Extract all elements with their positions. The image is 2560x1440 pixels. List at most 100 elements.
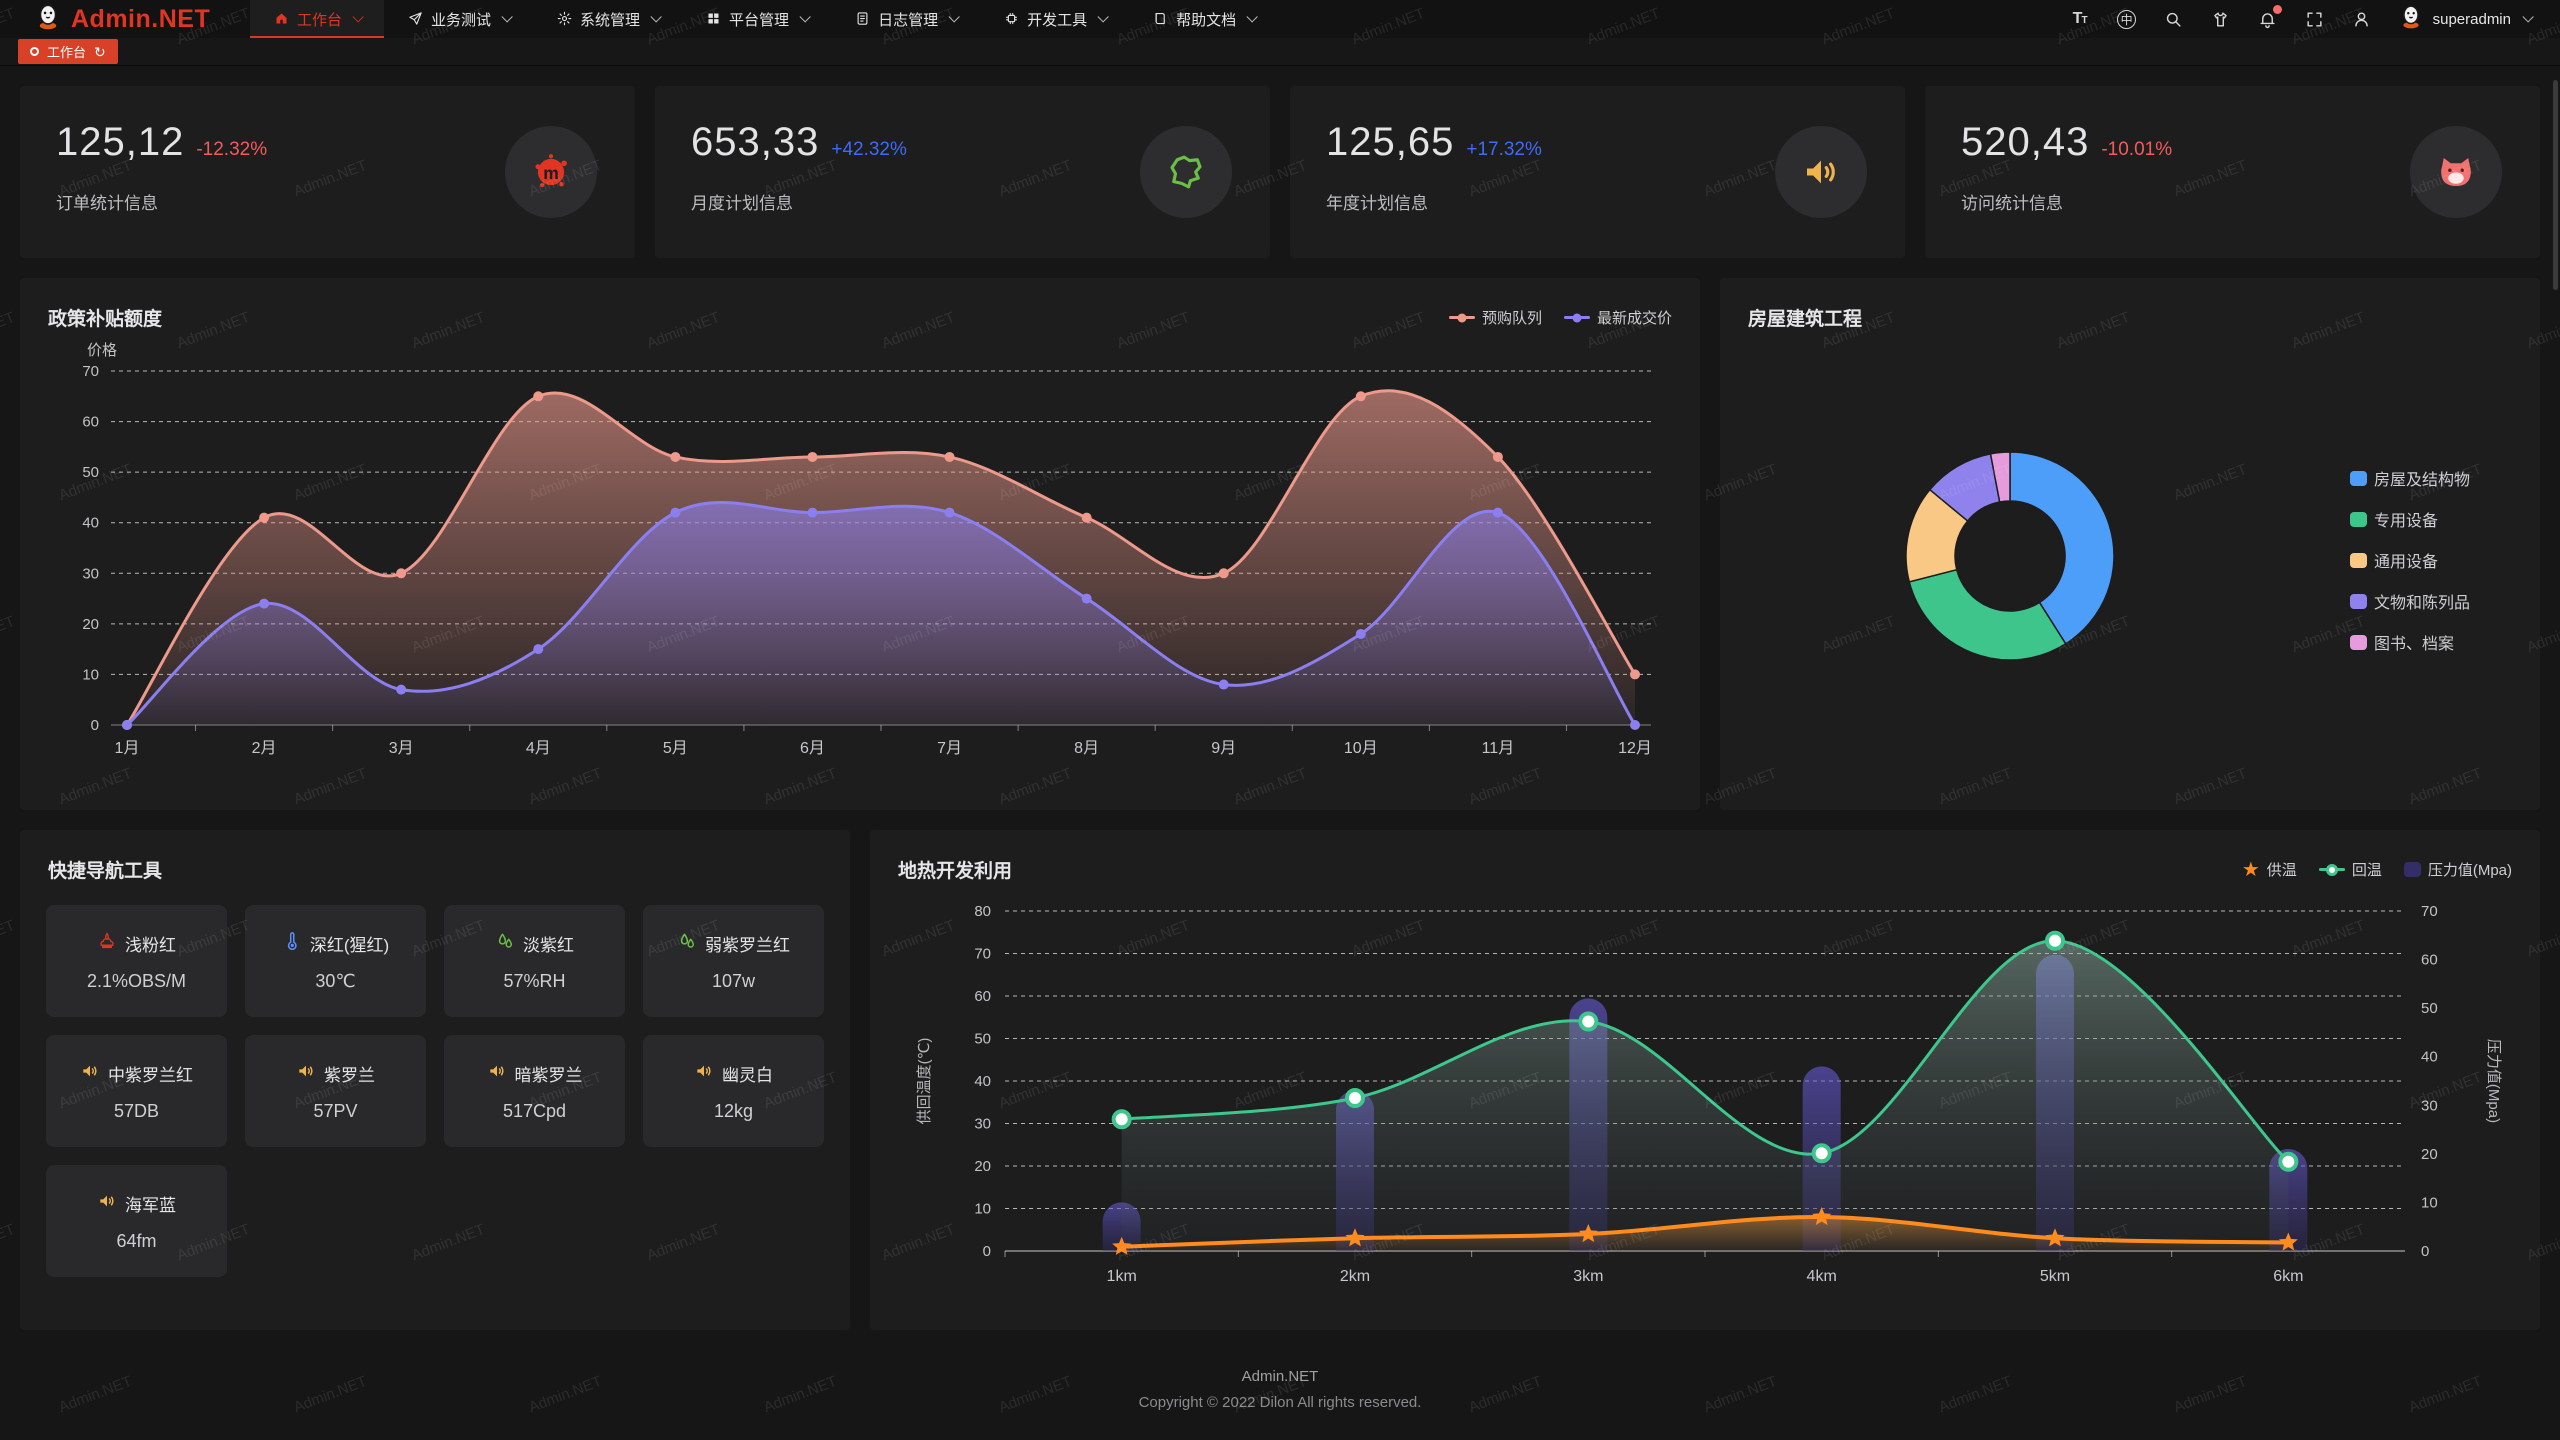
svg-text:m: m bbox=[543, 163, 559, 183]
menu-item-1[interactable]: 业务测试 bbox=[384, 0, 533, 38]
stat-card-2: 125,65 +17.32% 年度计划信息 bbox=[1290, 86, 1905, 258]
pie-legend-item-2[interactable]: 通用设备 bbox=[2349, 548, 2470, 572]
quick-nav-item-1[interactable]: 深红(猩红) 30℃ bbox=[245, 905, 426, 1017]
chevron-down-icon bbox=[2522, 11, 2534, 23]
menu-item-6[interactable]: 帮助文档 bbox=[1129, 0, 1278, 38]
svg-text:5月: 5月 bbox=[663, 740, 688, 757]
quick-nav-item-8[interactable]: 海军蓝 64fm bbox=[46, 1165, 227, 1277]
fullscreen-icon[interactable] bbox=[2304, 8, 2326, 30]
watermark-text: Admin.NET bbox=[0, 308, 18, 353]
stat-value: 520,43 bbox=[1961, 120, 2090, 164]
chevron-down-icon bbox=[352, 11, 364, 23]
legend-item-0[interactable]: 预购队列 bbox=[1448, 307, 1542, 328]
menu-item-2[interactable]: 系统管理 bbox=[533, 0, 682, 38]
subsidy-area-chart[interactable]: 0 10 20 30 40 50 60 70 价格 1月 2月 3月 4月 5月 6月 7月 8月 9月 10月 11… bbox=[45, 335, 1675, 787]
svg-text:2月: 2月 bbox=[252, 740, 277, 757]
refresh-icon[interactable]: ↻ bbox=[94, 43, 106, 60]
svg-text:价格: 价格 bbox=[87, 342, 117, 359]
stat-label: 月度计划信息 bbox=[691, 194, 793, 213]
stat-card-1: 653,33 +42.32% 月度计划信息 bbox=[655, 86, 1270, 258]
svg-text:2km: 2km bbox=[1340, 1268, 1370, 1285]
quick-nav-item-7[interactable]: 幽灵白 12kg bbox=[643, 1035, 824, 1147]
scrollbar[interactable] bbox=[2553, 80, 2558, 290]
legend-marker bbox=[2349, 511, 2367, 527]
app-logo-text: Admin.NET bbox=[71, 4, 211, 33]
quick-nav-item-2[interactable]: 淡紫红 57%RH bbox=[444, 905, 625, 1017]
chevron-down-icon bbox=[948, 11, 960, 23]
legend-label: 通用设备 bbox=[2373, 554, 2438, 571]
tab-workbench[interactable]: 工作台 ↻ bbox=[18, 39, 118, 64]
bell-icon[interactable] bbox=[2257, 5, 2282, 30]
quick-nav-label: 海军蓝 bbox=[125, 1195, 176, 1215]
pie-legend-item-4[interactable]: 图书、档案 bbox=[2349, 630, 2470, 654]
geothermal-mixed-chart[interactable]: 0 10 20 30 40 50 60 70 80 0 10 20 30 40 50 60 70 供回温度(℃) 压… bbox=[895, 887, 2515, 1307]
splash-icon: m bbox=[505, 126, 597, 218]
svg-text:30: 30 bbox=[974, 1116, 991, 1133]
quick-nav-item-5[interactable]: 紫罗兰 57PV bbox=[245, 1035, 426, 1147]
geo-legend-item-0[interactable]: ★ 供温 bbox=[2241, 858, 2297, 881]
quick-nav-label: 暗紫罗兰 bbox=[514, 1065, 583, 1085]
quick-nav-value: 64fm bbox=[116, 1230, 157, 1251]
svg-text:3km: 3km bbox=[1573, 1268, 1603, 1285]
humidity-icon bbox=[495, 931, 515, 956]
svg-text:20: 20 bbox=[974, 1158, 991, 1175]
svg-text:30: 30 bbox=[82, 565, 99, 582]
stat-delta: -12.32% bbox=[196, 139, 268, 160]
language-icon[interactable]: 中 bbox=[2116, 8, 2138, 30]
housing-donut-chart[interactable] bbox=[1740, 341, 2300, 781]
legend-marker bbox=[2349, 634, 2367, 650]
legend-item-1[interactable]: 最新成交价 bbox=[1563, 307, 1672, 328]
quick-nav-item-3[interactable]: 弱紫罗兰红 107w bbox=[643, 905, 824, 1017]
chevron-down-icon bbox=[650, 11, 662, 23]
svg-text:4月: 4月 bbox=[526, 740, 551, 757]
chevron-down-icon bbox=[501, 11, 513, 23]
svg-text:11月: 11月 bbox=[1482, 740, 1515, 757]
person-icon[interactable] bbox=[2351, 8, 2373, 30]
quick-nav-value: 107w bbox=[711, 970, 756, 991]
legend-label: 回温 bbox=[2351, 862, 2382, 879]
theme-icon[interactable] bbox=[2210, 8, 2232, 30]
quick-nav-label: 深红(猩红) bbox=[309, 935, 390, 955]
svg-text:70: 70 bbox=[2421, 903, 2438, 920]
app-logo[interactable]: Admin.NET bbox=[0, 0, 250, 38]
chevron-down-icon bbox=[1246, 11, 1258, 23]
quick-nav-item-4[interactable]: 中紫罗兰红 57DB bbox=[46, 1035, 227, 1147]
geothermal-chart-card: 地热开发利用 ★ 供温 回温 压力值(Mpa) 0 10 20 30 40 50 60 70 80 0 1… bbox=[870, 830, 2540, 1330]
menu-item-4[interactable]: 日志管理 bbox=[831, 0, 980, 38]
pie-legend-item-3[interactable]: 文物和陈列品 bbox=[2349, 589, 2470, 613]
quick-nav-label: 淡紫红 bbox=[523, 935, 574, 955]
svg-text:5km: 5km bbox=[2040, 1268, 2070, 1285]
font-size-icon[interactable]: TT bbox=[2072, 10, 2088, 27]
pie-legend-item-1[interactable]: 专用设备 bbox=[2349, 507, 2470, 531]
subsidy-chart-title: 政策补贴额度 bbox=[48, 309, 163, 330]
tabs-bar: 工作台 ↻ bbox=[0, 38, 2560, 66]
quick-nav-item-0[interactable]: 浅粉红 2.1%OBS/M bbox=[46, 905, 227, 1017]
geo-legend-item-2[interactable]: 压力值(Mpa) bbox=[2403, 859, 2512, 880]
quick-nav-value: 12kg bbox=[713, 1100, 754, 1121]
search-icon[interactable] bbox=[2163, 8, 2185, 30]
pie-legend-item-0[interactable]: 房屋及结构物 bbox=[2349, 466, 2470, 490]
stat-label: 年度计划信息 bbox=[1326, 194, 1428, 213]
stat-label: 订单统计信息 bbox=[56, 194, 158, 213]
menu-item-3[interactable]: 平台管理 bbox=[682, 0, 831, 38]
legend-marker bbox=[2349, 470, 2367, 486]
quick-nav-item-6[interactable]: 暗紫罗兰 517Cpd bbox=[444, 1035, 625, 1147]
book-icon bbox=[1153, 11, 1168, 28]
svg-text:6km: 6km bbox=[2273, 1268, 2303, 1285]
map-icon bbox=[1140, 126, 1232, 218]
svg-text:30: 30 bbox=[2421, 1097, 2438, 1114]
gear-icon bbox=[557, 11, 572, 28]
svg-text:10: 10 bbox=[974, 1201, 991, 1218]
user-menu[interactable]: superadmin bbox=[2398, 4, 2534, 35]
menu-item-5[interactable]: 开发工具 bbox=[980, 0, 1129, 38]
geo-legend-item-1[interactable]: 回温 bbox=[2318, 859, 2382, 880]
avatar bbox=[2398, 4, 2424, 35]
svg-text:10: 10 bbox=[82, 666, 99, 683]
menu-item-0[interactable]: 工作台 bbox=[250, 0, 385, 38]
svg-text:20: 20 bbox=[2421, 1146, 2438, 1163]
quick-nav-label: 浅粉红 bbox=[125, 935, 176, 955]
housing-chart-card: 房屋建筑工程 房屋及结构物 专用设备 通用设备 文物和陈列品 图书、档案 bbox=[1720, 278, 2540, 810]
geothermal-chart-title: 地热开发利用 bbox=[898, 861, 1013, 882]
notification-badge bbox=[2272, 5, 2282, 14]
